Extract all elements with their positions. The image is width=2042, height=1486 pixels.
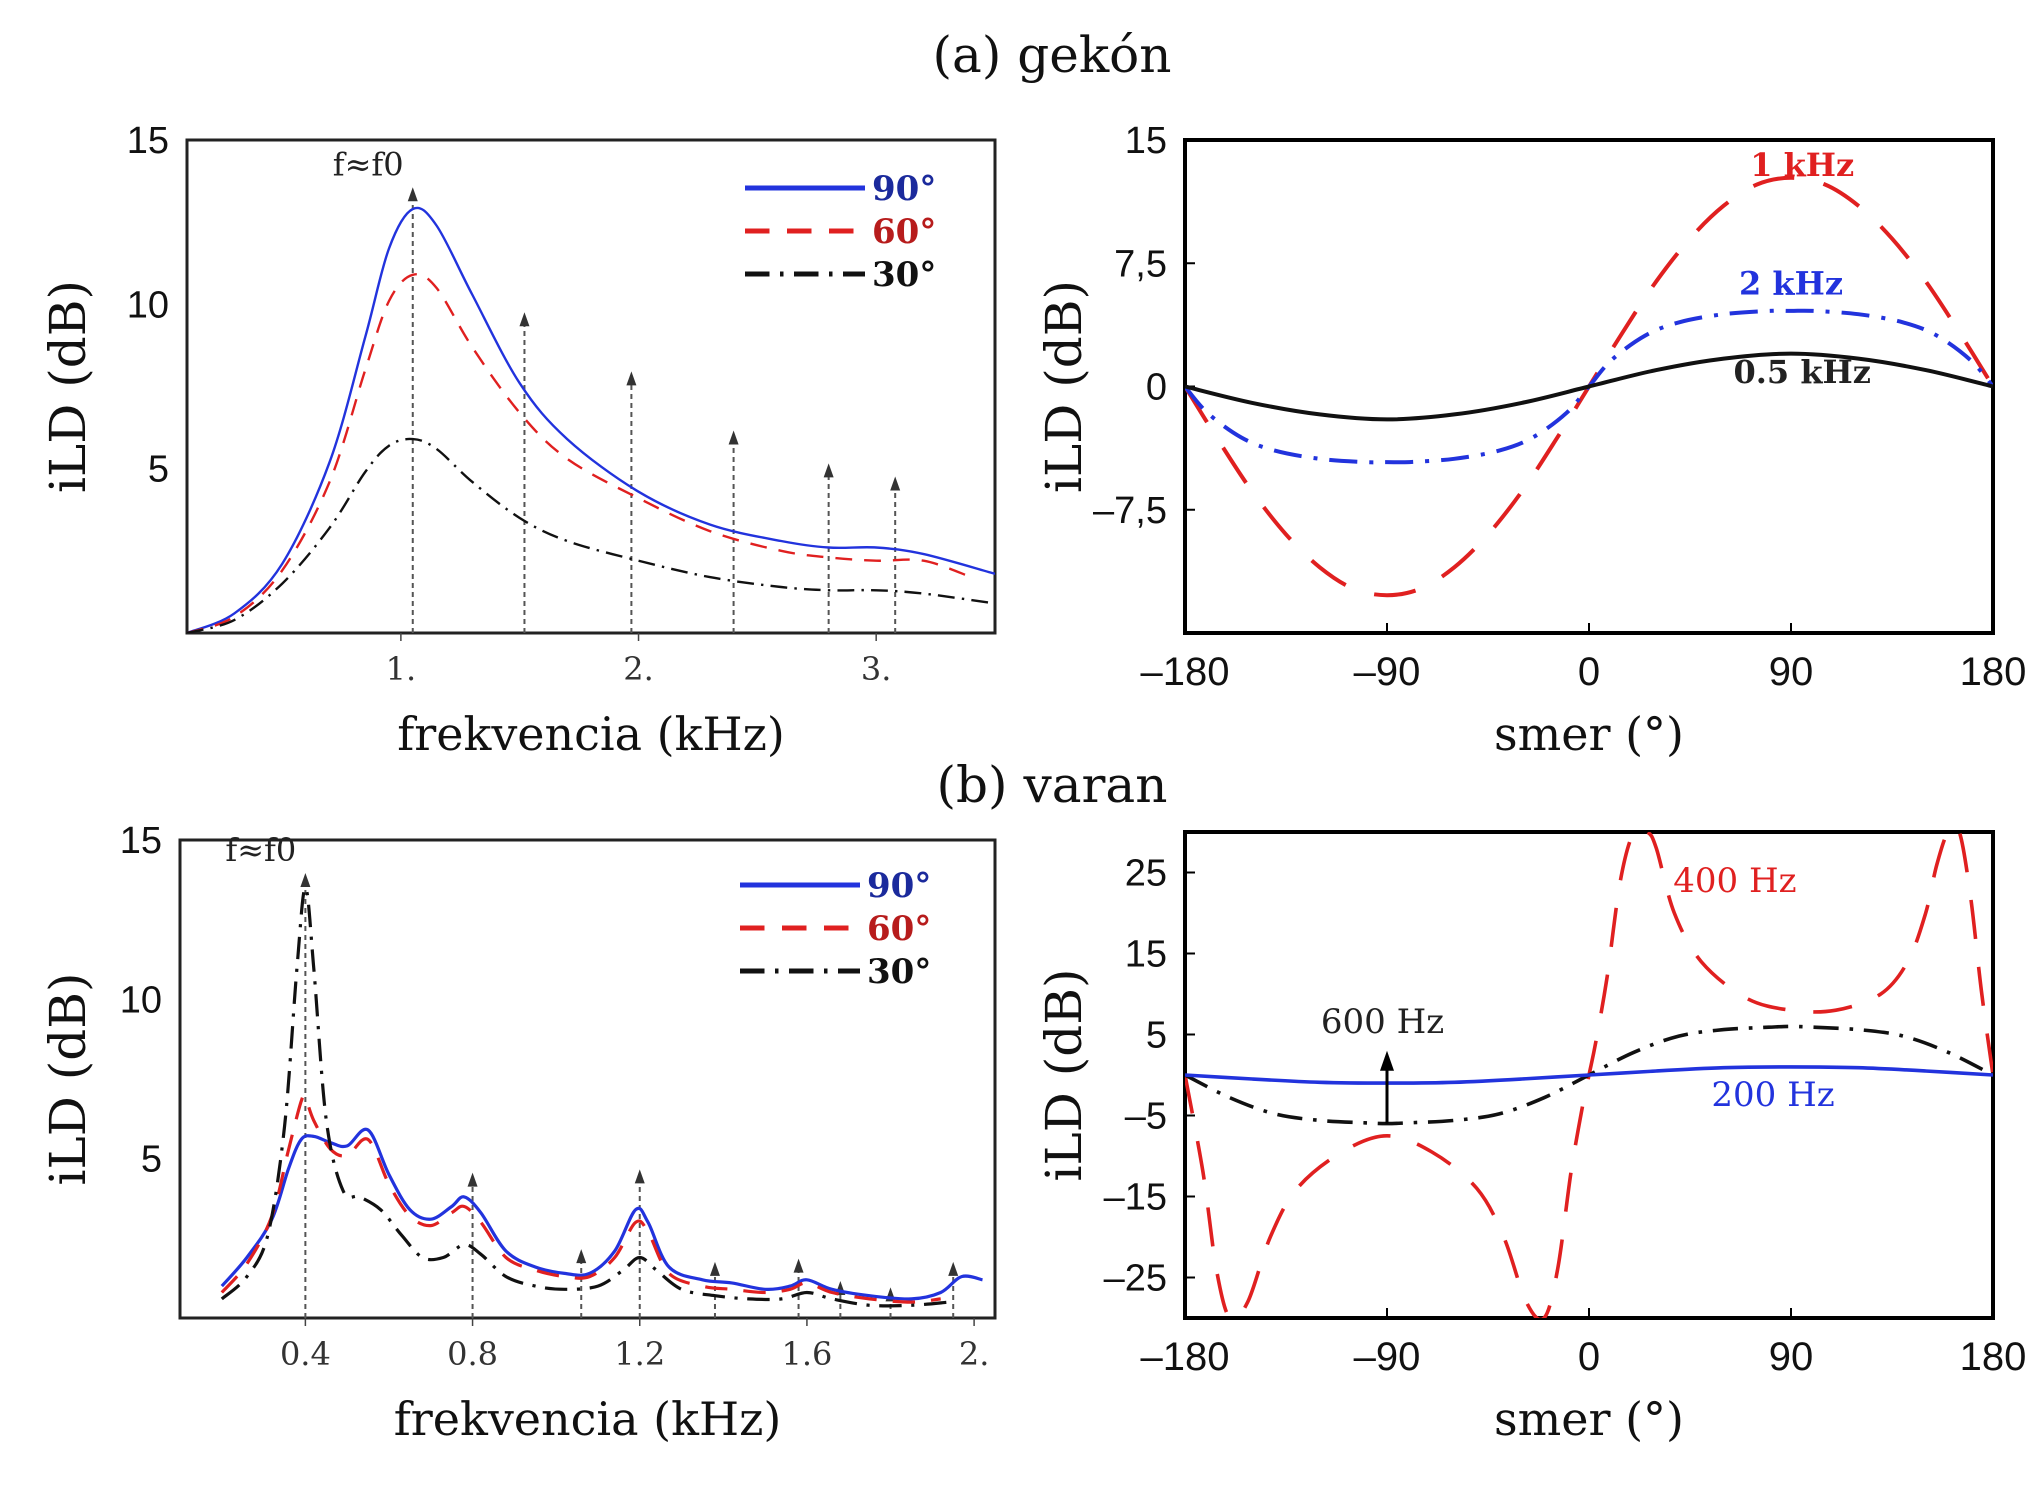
series-inline-label: 2 kHz: [1739, 264, 1843, 302]
harmonic-arrow-head: [709, 1261, 720, 1276]
plot-area: [1185, 175, 1993, 598]
harmonic-arrow-head: [793, 1258, 804, 1273]
x-axis-label: frekvencia (kHz): [397, 707, 785, 761]
harmonic-arrow-head: [890, 476, 901, 491]
y-tick-label: 7,5: [1114, 243, 1167, 285]
legend-label: 90°: [867, 866, 931, 906]
y-tick-label: 10: [120, 979, 162, 1021]
harmonic-arrow-head: [728, 430, 739, 445]
x-tick-label: 90: [1769, 1335, 1814, 1379]
y-axis-label: iLD (dB): [39, 280, 97, 493]
x-tick-label: 1.6: [781, 1335, 832, 1373]
x-tick-label: 2.: [959, 1335, 990, 1373]
series-line-0-5-khz: [1185, 351, 1993, 422]
harmonic-arrow-head: [823, 463, 834, 478]
marker-arrow-head: [1380, 1050, 1394, 1071]
varan-direction-chart: –25 –15 –5 5 15 25 –180 –90 0 90 180 smer (°) iLD (d…: [1035, 830, 2027, 1446]
plot-frame: [178, 838, 997, 1320]
legend-label: 60°: [867, 909, 931, 949]
x-tick-label: –180: [1141, 1335, 1230, 1379]
y-tick-label: 10: [127, 284, 169, 326]
x-tick-label: –90: [1354, 650, 1421, 694]
y-tick-label: 15: [1125, 934, 1167, 976]
y-tick-label: 15: [1125, 120, 1167, 162]
f0-annotation: f≈f0: [225, 831, 296, 869]
panel-b-title: (b) varan: [937, 756, 1168, 814]
series-line-30-: [187, 437, 995, 633]
series-line-30-: [220, 886, 950, 1308]
y-axis-label: iLD (dB): [1035, 280, 1093, 493]
plot-frame: [185, 138, 997, 635]
x-tick-label: 90: [1769, 650, 1814, 694]
y-tick-label: –5: [1125, 1096, 1167, 1138]
y-tick-label: –7,5: [1093, 490, 1167, 532]
legend-label: 90°: [872, 169, 936, 209]
harmonic-arrow-head: [576, 1249, 587, 1264]
y-tick-label: 0: [1146, 367, 1167, 409]
y-tick-label: –25: [1104, 1258, 1167, 1300]
series-line-60-: [187, 273, 972, 633]
series-line-90-: [220, 1127, 983, 1301]
x-tick-label: 0: [1578, 1335, 1600, 1379]
harmonic-arrow-head: [519, 312, 530, 327]
x-axis-label: smer (°): [1494, 707, 1684, 761]
plot-area: [187, 187, 995, 633]
series-line-90-: [187, 206, 995, 633]
panel-a-title: (a) gekón: [933, 26, 1172, 84]
varan-frequency-chart: 5 10 15 0.4 0.8 1.2 1.6 2. frekvencia (kHz) iLD (…: [39, 820, 997, 1446]
series-inline-label: 200 Hz: [1711, 1075, 1834, 1115]
x-tick-label: –90: [1354, 1335, 1421, 1379]
y-tick-label: 15: [120, 820, 162, 862]
x-tick-label: 180: [1960, 650, 2027, 694]
harmonic-arrow-head: [407, 187, 418, 202]
harmonic-arrow-head: [467, 1172, 478, 1187]
gekon-frequency-chart: 5 10 15 1. 2. 3. frekvencia (kHz) iLD (dB) f≈f0 9…: [39, 120, 997, 761]
y-axis-label: iLD (dB): [39, 973, 97, 1186]
series-inline-label: 400 Hz: [1673, 861, 1796, 901]
f0-annotation: f≈f0: [333, 145, 404, 183]
x-tick-label: 180: [1960, 1335, 2027, 1379]
x-axis-label: frekvencia (kHz): [394, 1392, 782, 1446]
x-tick-label: –180: [1141, 650, 1230, 694]
harmonic-arrow-head: [634, 1169, 645, 1184]
x-tick-label: 3.: [861, 650, 892, 688]
x-axis-label: smer (°): [1494, 1392, 1684, 1446]
x-tick-label: 0: [1578, 650, 1600, 694]
y-tick-label: 15: [127, 120, 169, 162]
harmonic-arrow-head: [300, 873, 311, 888]
x-tick-label: 2.: [623, 650, 654, 688]
series-line-400-hz: [1185, 832, 1993, 1318]
legend-label: 60°: [872, 212, 936, 252]
y-tick-label: 5: [141, 1139, 162, 1181]
gekon-direction-chart: –7,5 0 7,5 15 –180 –90 0 90 180 smer (°) iLD (dB) 1…: [1035, 120, 2026, 761]
plot-area: [1185, 832, 1993, 1318]
series-line-60-: [220, 1093, 941, 1304]
harmonic-arrow-head: [626, 371, 637, 386]
legend-label: 30°: [872, 255, 936, 295]
y-axis-label: iLD (dB): [1035, 969, 1093, 1182]
x-tick-label: 1.2: [614, 1335, 665, 1373]
x-tick-label: 1.: [386, 650, 417, 688]
series-inline-label: 0.5 kHz: [1734, 353, 1871, 391]
series-line-200-hz: [1185, 1065, 1993, 1085]
legend-label: 30°: [867, 952, 931, 992]
x-tick-label: 0.8: [447, 1335, 498, 1373]
series-inline-label: 1 kHz: [1750, 146, 1854, 184]
plot-area: [220, 873, 983, 1318]
y-tick-label: 5: [148, 449, 169, 491]
x-tick-label: 0.4: [280, 1335, 331, 1373]
y-tick-label: 25: [1125, 853, 1167, 895]
y-tick-label: –15: [1104, 1177, 1167, 1219]
y-tick-label: 5: [1146, 1015, 1167, 1057]
harmonic-arrow-head: [948, 1261, 959, 1276]
series-inline-label: 600 Hz: [1321, 1002, 1444, 1042]
